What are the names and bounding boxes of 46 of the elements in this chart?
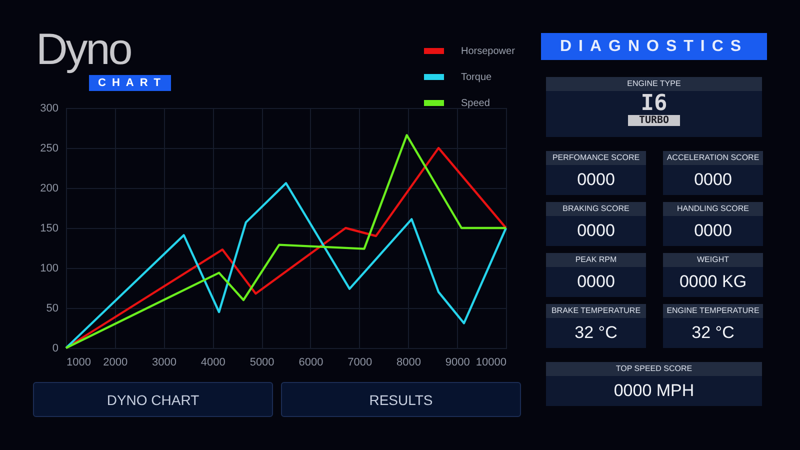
text: WEIGHT [663, 253, 763, 267]
x-tick-label: 6000 [298, 356, 324, 368]
y-tick-label: 300 [40, 102, 58, 114]
chart-title: Dyno [36, 25, 131, 74]
text: ACCELERATION SCORE [663, 151, 763, 165]
text: I6 [640, 91, 668, 116]
text: TOP SPEED SCORE [546, 362, 762, 376]
legend-label: Speed [461, 98, 490, 109]
y-tick-label: 0 [52, 342, 58, 354]
text: 0000 [576, 221, 616, 241]
x-tick-label: 1000 [66, 356, 91, 368]
x-tick-label: 3000 [152, 356, 177, 368]
text: 32 °C [690, 323, 736, 343]
text: ENGINE TYPE [546, 77, 762, 91]
text: 0000 MPH [612, 381, 696, 401]
text: DIAGNOSTICS [541, 33, 767, 60]
text: HANDLING SCORE [663, 202, 763, 216]
text: 0000 [693, 170, 733, 190]
text: 32 °C [574, 323, 618, 343]
text: RESULTS [281, 382, 521, 417]
y-tick-label: 50 [46, 302, 58, 314]
x-tick-label: 8000 [396, 356, 421, 368]
y-tick-label: 200 [40, 182, 58, 194]
y-tick-label: 100 [40, 262, 58, 274]
x-tick-label: 10000 [476, 356, 506, 368]
x-tick-label: 4000 [200, 356, 226, 368]
legend-label: Horsepower [461, 46, 516, 57]
text: PERFOMANCE SCORE [546, 151, 646, 165]
x-tick-label: 5000 [250, 356, 274, 368]
x-tick-label: 2000 [103, 356, 128, 368]
text: PEAK RPM [546, 253, 646, 267]
x-tick-label: 7000 [348, 356, 372, 368]
text: 0000 KG [678, 272, 748, 292]
chart-subtitle: CHART [89, 75, 170, 91]
y-tick-label: 250 [40, 142, 58, 154]
text: BRAKE TEMPERATURE [546, 304, 646, 318]
y-tick-label: 150 [40, 222, 58, 234]
legend-label: Torque [461, 72, 492, 83]
x-tick-label: 9000 [445, 356, 470, 368]
text: ENGINE TEMPERATURE [663, 304, 763, 318]
text: BRAKING SCORE [546, 202, 646, 216]
text: DYNO CHART [33, 382, 273, 417]
text: TURBO [628, 115, 680, 126]
text: 0000 [693, 221, 733, 241]
text: 0000 [576, 170, 616, 190]
text: 0000 [576, 272, 616, 292]
